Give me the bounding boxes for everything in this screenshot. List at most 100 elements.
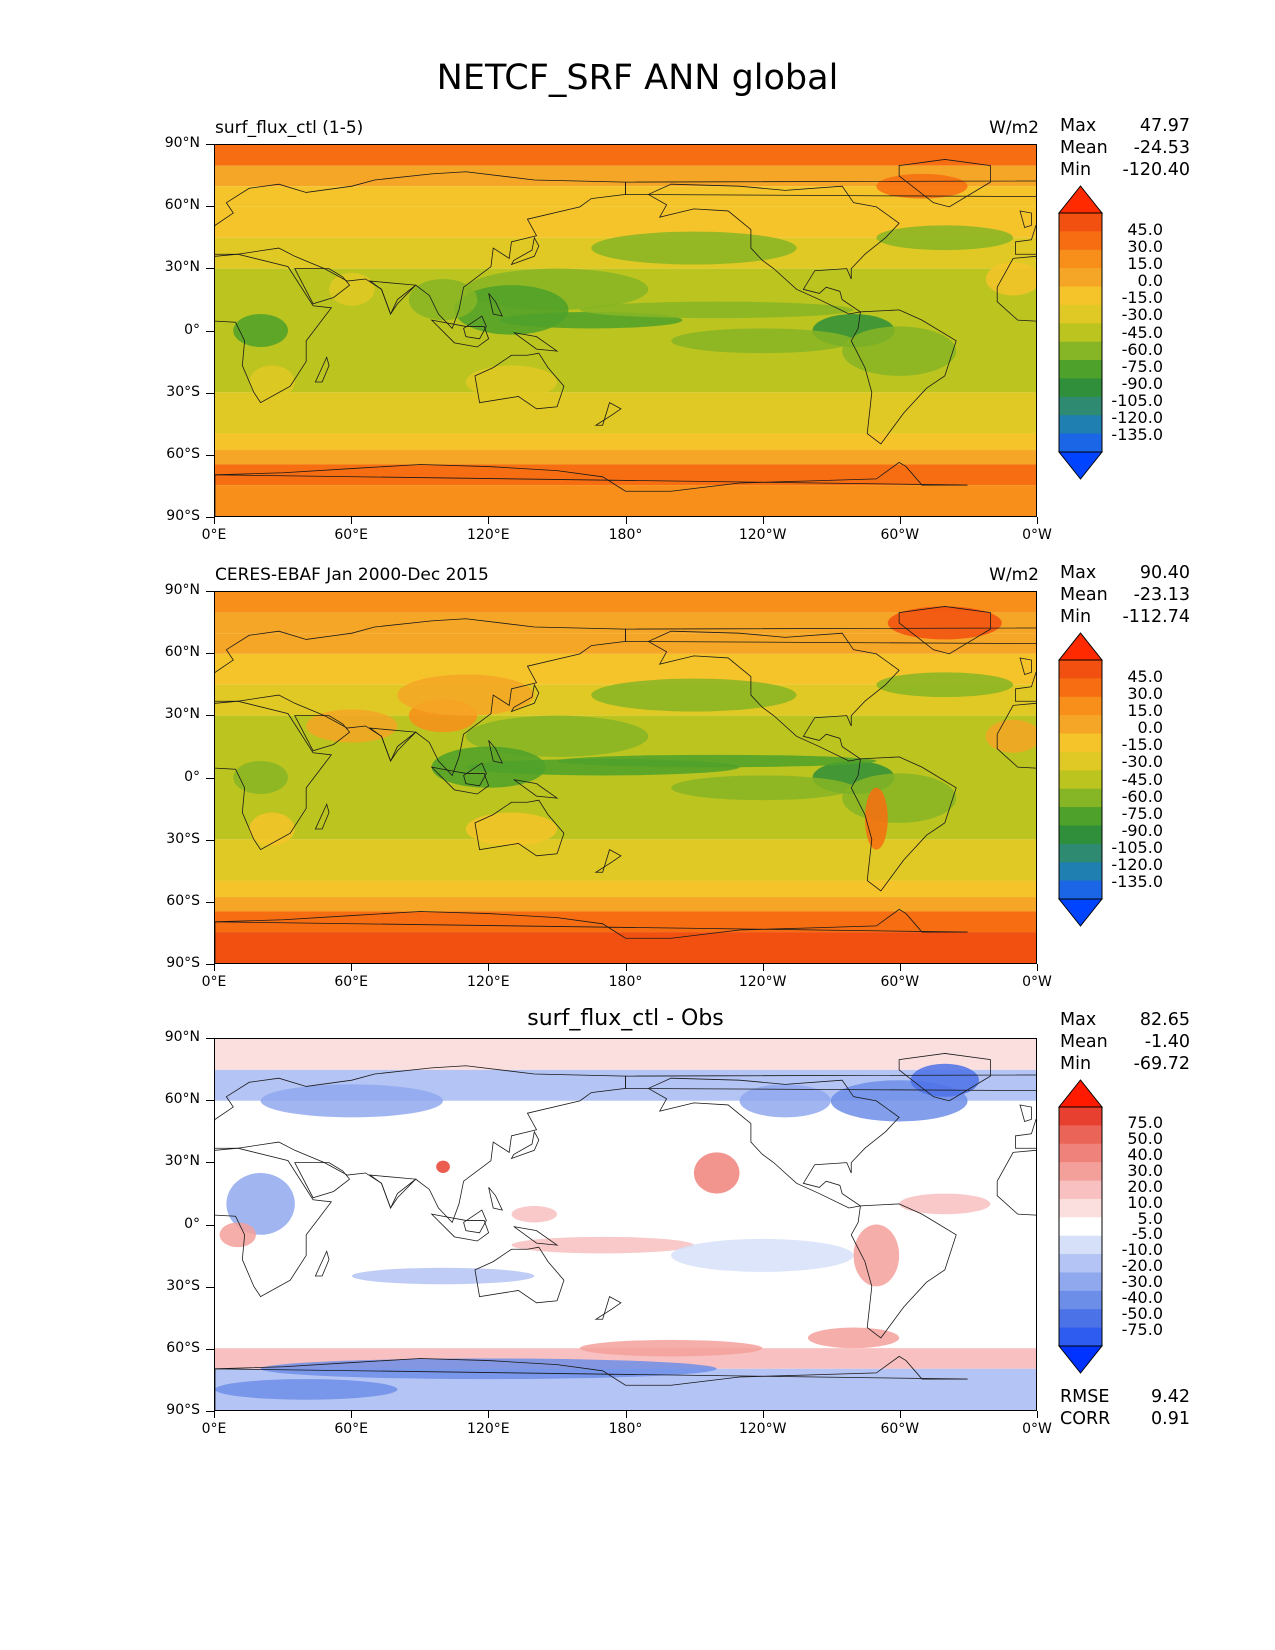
coastline-borneo [463,1209,487,1234]
field-patch [985,719,1036,753]
y-tick-label: 0° [184,1215,200,1232]
stats-block: Max 47.97 Mean -24.53 Min -120.40 [1060,115,1190,181]
x-tick-label: 120°W [738,1421,787,1437]
y-tick-label: 30°N [164,706,200,723]
field-band [215,450,1036,465]
y-tick-mark [206,1411,214,1412]
colorbar-segment [1059,1217,1102,1237]
field-patch [579,301,854,319]
x-tick-label: 60°E [334,974,368,990]
colorbar-tick-label: -40.0 [1121,1288,1163,1308]
x-tick-label: 0°W [1022,1421,1052,1437]
x-tick-label: 0°E [201,974,227,990]
colorbar-segment [1059,1235,1102,1255]
colorbar-extend-max [1058,185,1103,214]
colorbar-tick-label: 15.0 [1127,254,1163,274]
x-tick-label: 60°E [334,1421,368,1437]
colorbar-tick-label: -90.0 [1121,373,1163,393]
field-band [215,880,1036,898]
colorbar-tick-label: 10.0 [1127,1192,1163,1212]
field-patch [306,709,398,743]
y-tick-label: 0° [184,768,200,785]
y-tick-label: 30°N [164,1153,200,1170]
colorbar-segment [1059,770,1102,790]
y-tick-label: 30°N [164,259,200,276]
x-tick-label: 60°W [880,974,920,990]
stat-value: 90.40 [1139,563,1190,583]
panel-title: surf_flux_ctl - Obs [527,1006,724,1031]
field-patch [249,812,295,846]
field-patch [671,328,854,354]
colorbar-tick-label: -135.0 [1111,424,1163,444]
colorbar-segment [1059,843,1102,863]
colorbar-frame [1058,659,1103,900]
x-tick-mark [488,517,490,524]
colorbar-tick-label: 30.0 [1127,684,1163,704]
coastline-india [368,1174,417,1209]
colorbar-tick-label: -60.0 [1121,786,1163,806]
panel-title: surf_flux_ctl (1-5) [215,118,364,138]
x-tick-mark [214,964,215,971]
colorbar-tick-label: -10.0 [1121,1240,1163,1260]
field-patch [591,678,797,712]
y-tick-mark [206,1162,214,1164]
colorbar-tick-label: 75.0 [1127,1112,1163,1132]
field-patch [511,1205,558,1223]
y-tick-label: 0° [184,321,200,338]
field-patch [807,1327,900,1349]
colorbar-tick-label: -15.0 [1121,735,1163,755]
rmse-corr-block: RMSE 9.42 CORR 0.91 [1060,1386,1190,1430]
colorbar-segment [1059,249,1102,269]
coastline-africa [996,255,1036,322]
coastline-newguinea [513,1226,559,1246]
field-patch [215,1379,398,1400]
colorbar-tick-label: 0.0 [1137,718,1163,738]
x-tick-mark [351,1411,353,1418]
colorbar-tick-label: -75.0 [1121,1320,1163,1340]
field-patch [579,1339,763,1357]
y-tick-mark [206,206,214,208]
corr-label: CORR [1060,1409,1111,1429]
field-patch [739,1084,831,1118]
y-tick-mark [206,901,214,903]
coastline-australia [474,352,565,410]
y-tick-label: 60°N [164,197,200,214]
y-tick-label: 90°S [166,1402,200,1418]
field-patch [876,173,968,199]
colorbar-tick-label: -45.0 [1121,769,1163,789]
coastline-namerica [647,630,900,762]
colorbar-segment [1059,360,1102,379]
colorbar-segment [1059,415,1102,435]
field-patch [887,606,1002,640]
field-patch [511,1236,694,1254]
field-patch [876,225,1014,251]
y-tick-label: 90°N [164,1029,200,1045]
colorbar-segment [1059,341,1102,361]
colorbar-segment [1059,286,1102,306]
coastline-philippines [488,293,504,317]
colorbar-tick-label: -90.0 [1121,820,1163,840]
field-patch [557,754,877,768]
colorbar-tick-label: -135.0 [1111,871,1163,891]
colorbar-segment [1059,433,1102,453]
stats-block: Max 82.65 Mean -1.40 Min -69.72 [1060,1009,1190,1075]
stat-label: Max [1060,563,1097,583]
map-panel-2: CERES-EBAF Jan 2000-Dec 2015 W/m2 90°N 60°N… [0,563,1275,1035]
colorbar-segment [1059,715,1102,735]
map-panel-3: surf_flux_ctl - Obs 90°N 60°N 30°N 0° 30°S 60°… [0,1006,1275,1482]
field-patch [233,761,288,794]
x-tick-mark [488,964,490,971]
y-tick-mark [206,1038,214,1039]
field-patch [591,231,797,265]
coastlines [215,1053,1036,1410]
colorbar-tick-label: -30.0 [1121,752,1163,772]
field-patch [465,365,558,399]
field-patch [249,365,295,399]
colorbar-tick-label: -50.0 [1121,1304,1163,1324]
x-tick-label: 120°E [467,1421,510,1437]
x-tick-label: 180° [608,527,643,543]
colorbar-segment [1059,268,1102,288]
coastline-madagascar [314,1250,330,1277]
x-tick-label: 0°W [1022,974,1052,990]
corr-row: CORR 0.91 [1060,1408,1190,1430]
